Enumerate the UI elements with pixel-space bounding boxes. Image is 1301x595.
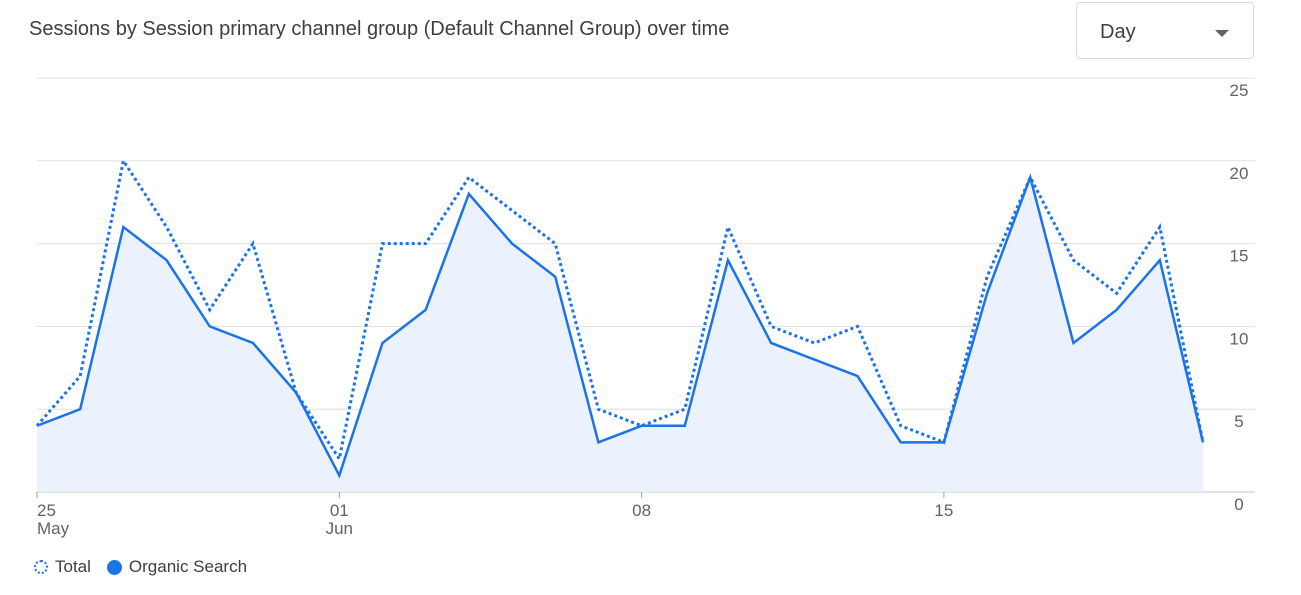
series-line-total (35, 156, 1205, 463)
y-tick-label: 5 (1234, 412, 1243, 431)
y-tick-label: 15 (1230, 247, 1249, 266)
x-tick-month-label: Jun (326, 519, 353, 538)
y-tick-label: 20 (1230, 164, 1249, 183)
legend-item-total[interactable]: Total (34, 557, 91, 577)
series-line-organic-search (36, 173, 1205, 479)
x-tick-label: 08 (632, 501, 651, 520)
y-tick-label: 0 (1234, 495, 1243, 514)
granularity-value: Day (1100, 21, 1136, 43)
x-tick-label: 25 (37, 501, 56, 520)
granularity-dropdown[interactable]: Day (1076, 2, 1254, 59)
x-tick-label: 01 (330, 501, 349, 520)
filled-circle-icon (106, 559, 122, 575)
x-tick-label: 15 (934, 501, 953, 520)
chart-legend: Total Organic Search (34, 557, 263, 577)
y-tick-label: 10 (1230, 329, 1249, 348)
chevron-down-icon (1215, 30, 1229, 37)
legend-label-total: Total (55, 557, 91, 576)
organic-search-area (37, 177, 1203, 493)
legend-label-organic-search: Organic Search (128, 557, 248, 576)
legend-item-organic-search[interactable]: Organic Search (106, 557, 248, 577)
x-tick-month-label: May (37, 519, 70, 538)
dotted-circle-icon (34, 560, 48, 574)
chart-title: Sessions by Session primary channel grou… (29, 18, 730, 40)
y-tick-label: 25 (1230, 81, 1249, 100)
